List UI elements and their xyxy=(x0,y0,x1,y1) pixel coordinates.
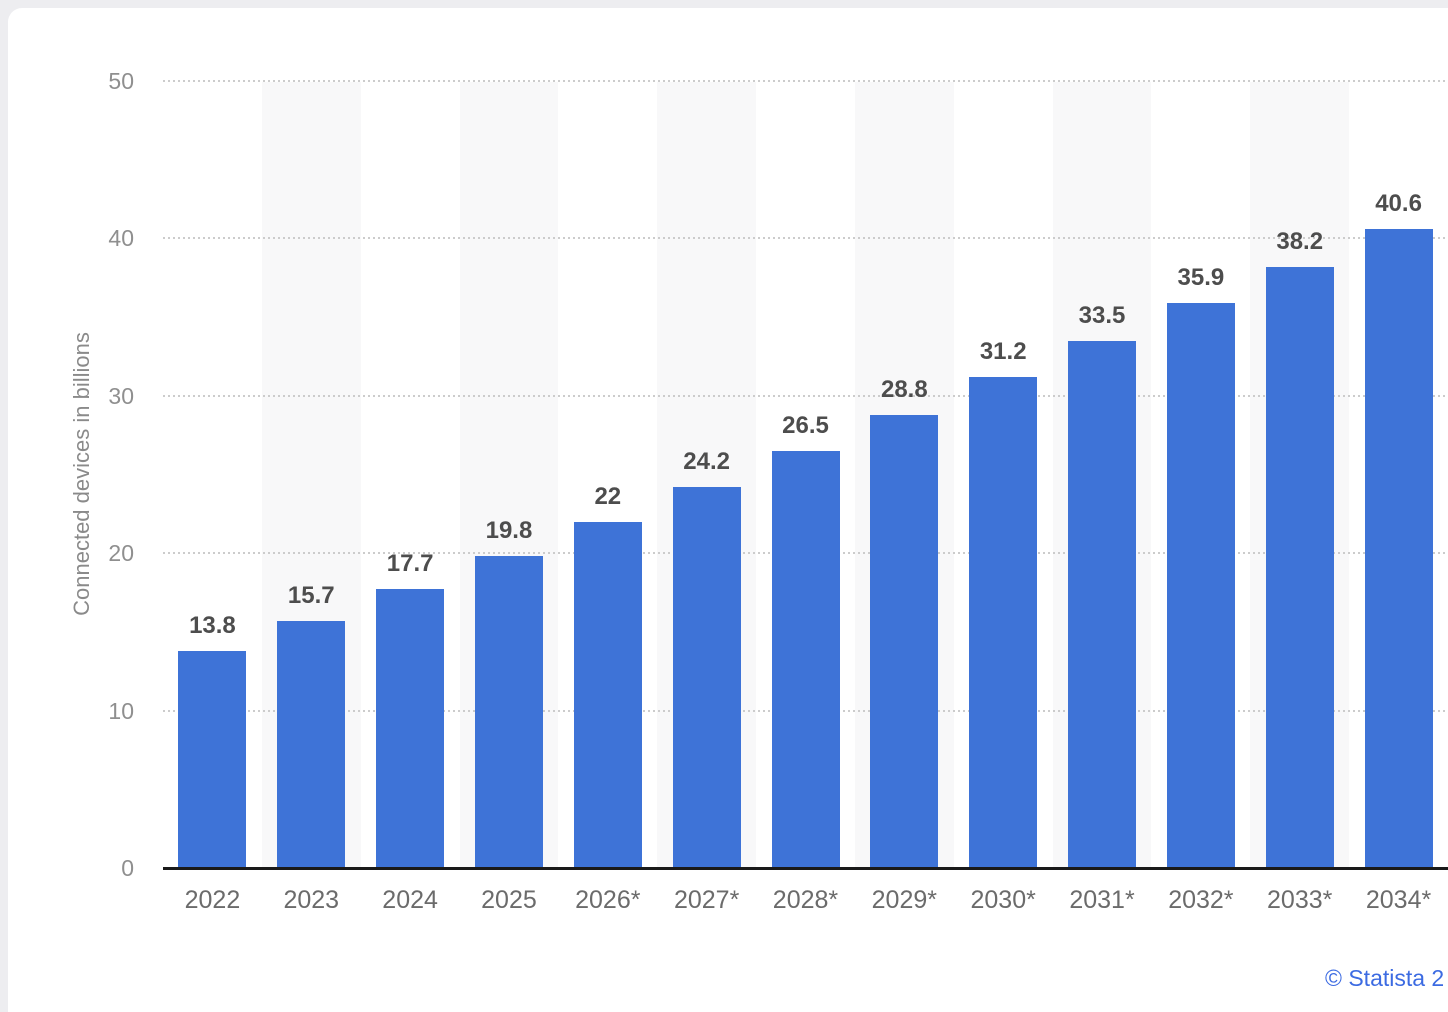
value-label: 31.2 xyxy=(979,337,1027,365)
bar-2024[interactable] xyxy=(376,589,445,868)
value-label: 19.8 xyxy=(485,517,533,545)
x-tick-label: 2023 xyxy=(283,886,340,914)
value-label: 28.8 xyxy=(880,375,928,403)
x-axis-line xyxy=(163,867,1448,870)
bar-2022[interactable] xyxy=(178,650,247,868)
y-tick-label: 10 xyxy=(108,697,134,724)
x-tick-label: 2026* xyxy=(575,886,641,914)
x-tick-label: 2029* xyxy=(871,886,938,914)
y-tick-label: 50 xyxy=(108,68,134,94)
x-tick-label: 2024 xyxy=(382,886,438,914)
statista-attribution-link[interactable]: © Statista 2 xyxy=(1325,964,1448,994)
x-tick-label: 2022 xyxy=(184,886,241,914)
bar-2027[interactable] xyxy=(672,487,741,868)
bar-2033[interactable] xyxy=(1265,266,1334,868)
y-tick-label: 0 xyxy=(121,855,134,881)
value-label: 24.2 xyxy=(683,448,730,476)
bar-2034[interactable] xyxy=(1364,228,1433,868)
bar-2030[interactable] xyxy=(969,376,1038,868)
x-tick-label: 2031* xyxy=(1069,886,1135,914)
x-tick-label: 2034* xyxy=(1365,886,1432,914)
bar-2025[interactable] xyxy=(474,556,543,868)
gridline xyxy=(163,394,1448,397)
x-tick-label: 2028* xyxy=(772,886,839,914)
value-label: 40.6 xyxy=(1375,189,1422,217)
value-label: 22 xyxy=(594,482,622,510)
gridline xyxy=(163,80,1448,82)
x-tick-label: 2033* xyxy=(1267,886,1333,914)
value-label: 38.2 xyxy=(1276,227,1324,255)
bar-2023[interactable] xyxy=(277,620,346,868)
gridline xyxy=(163,237,1448,240)
bar-2029[interactable] xyxy=(870,414,939,868)
x-tick-label: 2032* xyxy=(1168,886,1234,914)
statista-attribution-text: © Statista 2 xyxy=(1325,965,1445,991)
y-tick-label: 40 xyxy=(108,225,134,252)
bar-2028[interactable] xyxy=(771,450,840,868)
y-tick-label: 20 xyxy=(108,540,134,567)
value-label: 26.5 xyxy=(782,411,829,439)
x-tick-label: 2030* xyxy=(970,886,1036,914)
bar-2031[interactable] xyxy=(1068,340,1137,868)
bar-2026[interactable] xyxy=(573,521,642,868)
y-tick-label: 30 xyxy=(108,382,134,409)
value-label: 17.7 xyxy=(386,550,434,578)
value-label: 33.5 xyxy=(1078,301,1126,329)
value-label: 13.8 xyxy=(189,611,236,639)
value-label: 35.9 xyxy=(1177,263,1225,291)
bar-2032[interactable] xyxy=(1166,302,1235,868)
value-label: 15.7 xyxy=(287,581,335,609)
x-tick-label: 2027* xyxy=(673,886,740,914)
x-tick-label: 2025 xyxy=(481,886,537,914)
